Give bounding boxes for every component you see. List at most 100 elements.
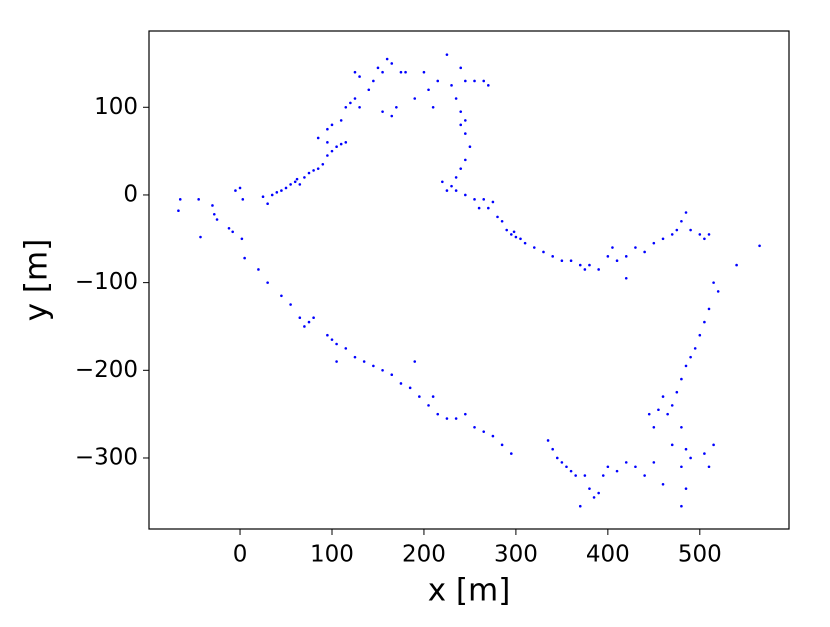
point [197,198,200,201]
point [241,198,245,201]
x-axis-label: x [m] [428,573,511,609]
point [546,439,550,442]
point [261,195,265,199]
point [703,237,706,241]
point [330,123,334,127]
point [312,169,315,172]
point [482,430,486,433]
point [675,228,679,232]
point [735,263,738,267]
point [413,97,417,100]
point [353,97,357,100]
point [199,235,202,239]
point [459,167,463,170]
point [385,57,389,61]
point [532,246,536,249]
point [514,235,518,239]
point [680,504,683,508]
point [441,180,444,184]
plot-frame [148,30,790,530]
point [560,461,564,464]
point [523,241,527,245]
point [670,443,674,447]
point [583,268,587,271]
point [227,226,231,230]
point [289,183,292,186]
point [689,456,692,460]
point [454,189,458,192]
point [427,404,430,407]
point [661,482,665,486]
point [358,75,361,78]
point [215,218,219,221]
point [335,360,338,363]
y-tick-label: 0 [123,181,138,207]
point [477,206,481,210]
point [680,425,683,429]
point [353,355,357,359]
point [231,230,234,234]
point [381,369,384,372]
point [670,233,674,236]
x-tick-label: 0 [233,542,248,568]
point [422,70,426,74]
point [307,171,311,175]
point [491,200,495,204]
point [404,70,407,74]
point [606,255,610,258]
point [240,237,244,241]
point [212,212,216,216]
point [454,97,458,100]
point [707,465,711,469]
point [634,246,637,249]
point [326,127,329,131]
point [450,84,453,87]
point [376,66,380,70]
point [468,145,472,149]
point [666,412,669,416]
point [712,443,715,447]
point [624,276,628,280]
point [464,132,467,135]
y-tick-label: −100 [75,269,138,295]
point [512,230,516,234]
point [473,198,476,201]
y-tick-label: 100 [94,94,138,120]
point [326,141,329,144]
point [569,259,573,263]
y-tick-label: −200 [75,357,138,383]
point [689,228,692,232]
point [473,79,476,83]
y-axis-label: y [m] [19,239,55,322]
point [680,465,683,469]
x-tick-label: 100 [310,542,354,568]
point [615,259,619,263]
point [643,250,646,254]
point [431,395,435,398]
point [473,425,476,429]
point [698,333,702,337]
point [344,141,348,144]
point [606,465,610,469]
point [482,198,486,201]
point [431,105,435,109]
point [344,347,348,350]
point [464,412,467,416]
point [684,364,688,368]
point [358,105,361,109]
point [362,360,366,363]
point [652,461,656,464]
point [601,474,605,477]
point [312,316,315,320]
point [597,491,600,495]
point [684,487,688,490]
point [684,447,688,451]
point [519,237,522,241]
point [592,496,596,499]
point [698,233,702,236]
point [381,110,384,113]
point [298,316,302,320]
point [280,189,283,192]
point [661,395,665,398]
point [496,215,499,219]
